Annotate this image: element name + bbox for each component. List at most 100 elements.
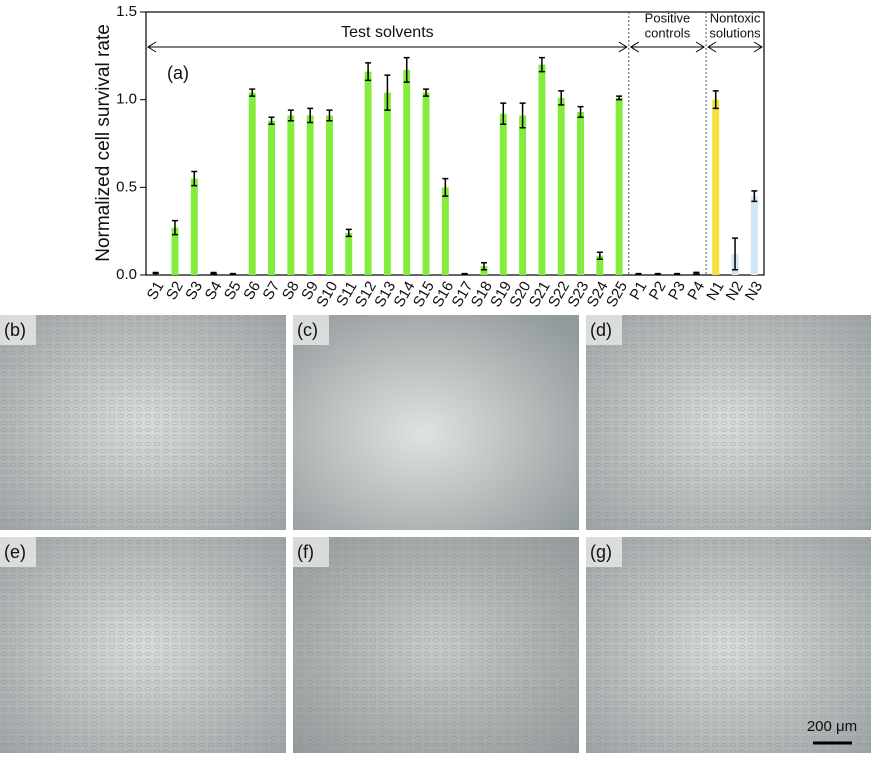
error-bar [249,88,256,97]
bar [364,71,372,275]
arrow-head [753,41,763,53]
panel-label-bg [586,315,622,345]
error-bar [384,74,391,111]
x-tick-label: P1 [626,278,650,302]
cell-texture [586,315,871,530]
error-bar [616,95,623,101]
bar [403,69,411,275]
error-bar [751,190,758,203]
group-label: solutions [709,25,761,40]
arrow-head [695,41,706,53]
arrow-head [707,41,717,53]
x-tick-label: S8 [279,278,303,302]
x-tick-label: S4 [202,278,226,302]
panel-label: (c) [297,320,318,340]
panel-label: (e) [4,542,26,562]
bar [538,64,546,275]
bar [287,115,295,276]
error-bar [500,102,507,125]
group-label: controls [645,25,691,40]
error-bar [268,116,275,125]
bar [712,99,720,276]
error-bar [171,219,178,236]
micrograph [293,315,579,530]
error-bar [191,170,198,187]
panel-label: (f) [297,542,314,562]
x-tick-label: P4 [684,278,708,302]
error-bar [326,109,333,122]
error-bar [480,261,487,271]
arrow-head [618,41,628,53]
cell-texture [586,537,871,753]
panel-label-bg [293,537,329,567]
bar [171,227,179,275]
panel-label: (g) [590,542,612,562]
bar [345,232,353,275]
error-bar [654,272,661,276]
error-bar [538,56,545,73]
error-bar [345,228,352,238]
x-tick-label: P3 [665,278,689,302]
error-bar [442,177,449,197]
panel-label: (a) [167,63,189,83]
error-bar [152,271,159,275]
bar [615,97,623,275]
group-label: Test solvents [341,24,433,41]
bar [499,113,507,276]
error-bar [229,272,236,276]
y-axis-label: Normalized cell survival rate [93,24,114,262]
error-bar [712,90,719,110]
x-tick-label: P2 [646,278,670,302]
y-tick-label: 1.5 [116,3,137,20]
x-tick-label: S1 [144,278,168,302]
error-bar [577,105,584,118]
y-tick-label: 1.0 [116,91,137,108]
arrow-head [629,41,640,53]
error-bar [287,109,294,122]
panel-label-bg [0,537,36,567]
x-tick-label: S3 [182,278,206,302]
bar [325,115,333,276]
micrographs: 200 μm [0,315,871,753]
panel-label-bg [293,315,329,345]
bar [480,266,488,275]
x-tick-label: S7 [260,278,284,302]
error-bar [307,107,314,124]
error-bar [732,237,739,271]
plot-frame [145,11,765,276]
x-tick-label: S6 [240,278,264,302]
x-tick-label: S9 [298,278,322,302]
panel-label-bg [586,537,622,567]
error-bar [423,88,430,97]
bar [383,92,391,275]
error-bar [519,102,526,129]
bar [750,196,758,275]
error-bar [461,272,468,276]
cell-texture [293,537,579,753]
x-tick-label: S2 [163,278,187,302]
x-tick-label: N3 [742,278,766,303]
scale-bar-label: 200 μm [807,718,857,735]
bar [557,97,565,275]
error-bar [558,90,565,106]
error-bar [596,251,603,260]
bar [190,178,198,275]
error-bar [635,272,642,276]
cell-texture [0,537,286,753]
x-tick-label: S5 [221,278,245,302]
error-bar [674,272,681,276]
panel-label: (b) [4,320,26,340]
bar [519,115,527,276]
bar [441,187,449,275]
group-label: Nontoxic [710,10,761,25]
error-bar [403,56,410,83]
arrow-head [147,41,157,53]
bar [248,92,256,275]
group-label: Positive [645,10,691,25]
error-bar [693,271,700,275]
y-tick-label: 0.5 [116,178,137,195]
error-bar [210,271,217,275]
bar [306,115,314,276]
bar [422,92,430,275]
